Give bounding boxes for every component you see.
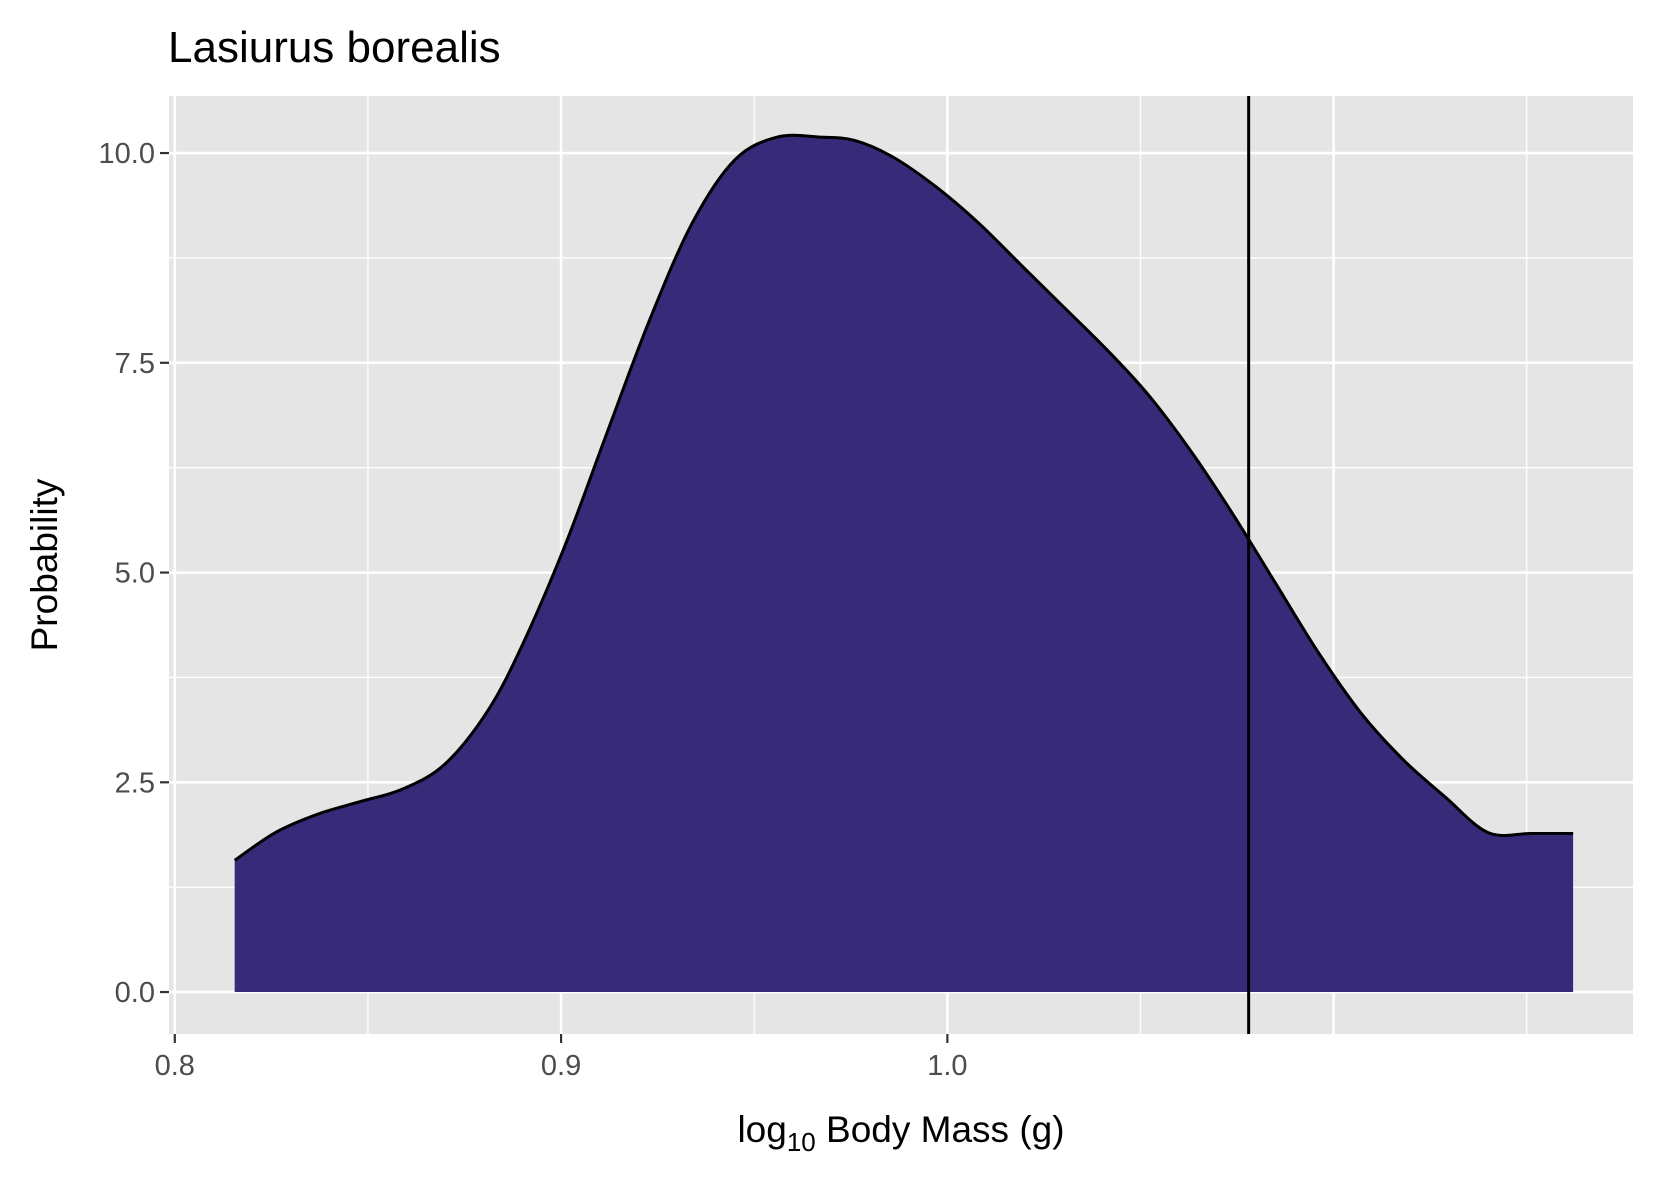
x-axis-title-log: log xyxy=(737,1109,786,1150)
x-tick-label: 0.8 xyxy=(155,1050,195,1082)
density-area xyxy=(234,135,1574,993)
y-tick-label: 0.0 xyxy=(115,977,155,1009)
x-axis-title-subscript: 10 xyxy=(787,1127,816,1157)
chart-title: Lasiurus borealis xyxy=(168,23,501,72)
y-tick-label: 5.0 xyxy=(115,558,155,590)
x-axis-title: log10 Body Mass (g) xyxy=(737,1109,1064,1157)
y-axis: 0.0 2.5 5.0 7.5 10.0 xyxy=(99,138,169,1009)
y-tick-label: 10.0 xyxy=(99,138,155,170)
density-line xyxy=(233,133,1574,862)
y-tick-label: 7.5 xyxy=(115,348,155,380)
x-axis-title-rest: Body Mass (g) xyxy=(816,1109,1065,1150)
x-tick-label: 0.9 xyxy=(541,1050,581,1082)
x-axis: 0.8 0.9 1.0 xyxy=(155,1034,968,1082)
y-axis-title: Probability xyxy=(24,478,65,651)
x-tick-label: 1.0 xyxy=(927,1050,967,1082)
y-tick-label: 2.5 xyxy=(115,767,155,799)
